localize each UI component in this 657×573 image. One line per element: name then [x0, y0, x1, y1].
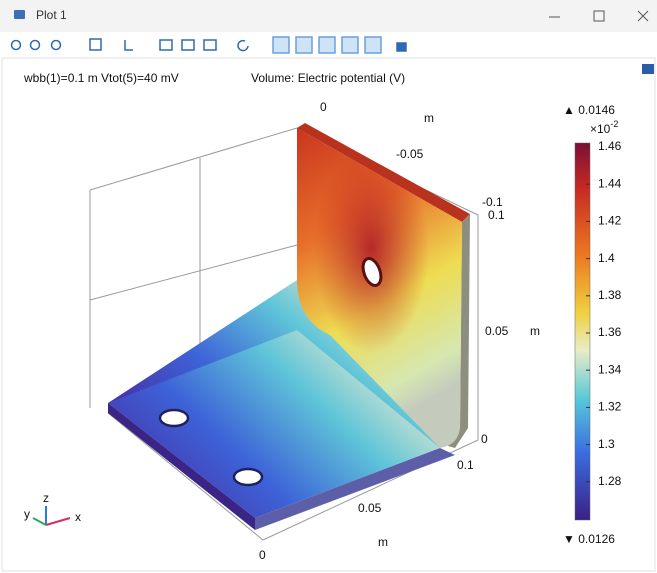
axis-label: 0: [259, 548, 266, 562]
zoom-out[interactable]: [29, 39, 41, 51]
axis-label: 0: [320, 100, 327, 114]
colorbar-tick-label: 1.36: [598, 325, 622, 339]
reset-view[interactable]: [237, 39, 249, 52]
floor-top: [108, 330, 440, 518]
legend-toggle[interactable]: [364, 36, 382, 54]
window-title: Plot 1: [36, 8, 67, 22]
bracket: [108, 123, 470, 530]
box-grid: [89, 127, 479, 541]
scale-exponent: -2: [610, 119, 618, 129]
axis-toggle[interactable]: [341, 36, 359, 54]
axis-label: 0: [481, 432, 488, 446]
hole: [361, 257, 383, 287]
hole: [158, 408, 190, 428]
view-xz[interactable]: [203, 39, 217, 51]
axis-label: m: [530, 324, 540, 338]
wall-side: [448, 214, 470, 448]
transparency-toggle[interactable]: [295, 36, 313, 54]
axis-label: 0.1: [457, 458, 474, 472]
colorbar-tick-label: 1.28: [598, 474, 622, 488]
close-button[interactable]: [637, 10, 649, 22]
axis-label: m: [424, 111, 434, 125]
maximize-button[interactable]: [593, 10, 605, 22]
triad-label: x: [75, 510, 81, 524]
toolbar: [10, 36, 407, 54]
view-xy[interactable]: [159, 39, 173, 51]
colorbar-tick-label: 1.32: [598, 400, 622, 414]
axis-label: 0.1: [488, 208, 505, 222]
colorbar-tick-label: 1.38: [598, 288, 622, 302]
axis-label: -0.05: [396, 147, 424, 161]
colorbar-tick-label: 1.46: [598, 139, 622, 153]
hole: [232, 467, 264, 487]
wall-top: [297, 123, 470, 222]
title-bar: [0, 0, 657, 32]
view-yz[interactable]: [181, 39, 195, 51]
view-axes[interactable]: [124, 40, 133, 51]
colorbar-tick-label: 1.4: [598, 251, 615, 265]
scale-base: ×10: [590, 122, 611, 136]
axis-labels: 0 m -0.05 -0.1 0.1 0.05 m 0 0.1 0.05 m 0: [259, 100, 540, 562]
colorbar-tick-label: 1.34: [598, 362, 622, 376]
lock[interactable]: [396, 42, 407, 52]
axis-triad: z y x: [24, 491, 81, 526]
app-icon: [14, 10, 25, 19]
triad-label: z: [43, 491, 49, 505]
zoom-in[interactable]: [10, 39, 22, 51]
axis-label: 0.05: [485, 324, 509, 338]
plot-menu-icon[interactable]: [642, 64, 654, 74]
colorbar-scale: ×10-2: [590, 119, 618, 136]
colorbar-tick-label: 1.44: [598, 176, 622, 190]
colorbar-gradient: [574, 142, 591, 521]
info-text: Volume: Electric potential (V): [251, 71, 405, 85]
zoom-box[interactable]: [50, 39, 62, 51]
grid-toggle[interactable]: [318, 36, 336, 54]
floor-edge: [255, 448, 455, 530]
floor-edge: [108, 403, 255, 530]
light-toggle[interactable]: [272, 36, 290, 54]
colorbar: ▲ 0.0146 ×10-2 ▼ 0.0126 1.46 1.44 1.42 1.4 1…: [563, 103, 622, 546]
colorbar-max: ▲ 0.0146: [563, 103, 615, 117]
info-text: wbb(1)=0.1 m Vtot(5)=40 mV: [23, 71, 179, 85]
axis-label: m: [378, 535, 388, 549]
triad-label: y: [24, 507, 30, 521]
colorbar-min: ▼ 0.0126: [563, 532, 615, 546]
axis-label: -0.1: [482, 195, 503, 209]
colorbar-tick-label: 1.3: [598, 437, 615, 451]
axis-label: 0.05: [358, 501, 382, 515]
colorbar-tick-label: 1.42: [598, 214, 622, 228]
zoom-extents[interactable]: [89, 38, 102, 51]
